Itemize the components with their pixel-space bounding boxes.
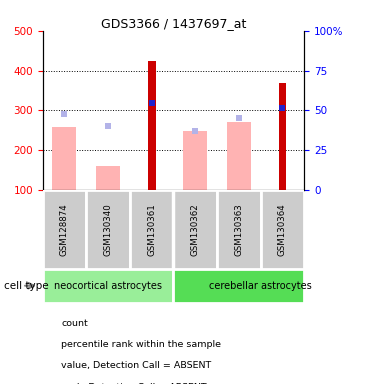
Text: rank, Detection Call = ABSENT: rank, Detection Call = ABSENT: [61, 382, 207, 384]
Bar: [43, 190, 86, 269]
Bar: [148, 61, 155, 190]
Text: cerebellar astrocytes: cerebellar astrocytes: [209, 281, 312, 291]
Bar: [217, 190, 260, 269]
Text: count: count: [61, 319, 88, 328]
Bar: [227, 122, 251, 190]
Text: value, Detection Call = ABSENT: value, Detection Call = ABSENT: [61, 361, 211, 371]
Text: GSM130340: GSM130340: [104, 203, 112, 256]
Text: GSM128874: GSM128874: [60, 203, 69, 256]
Text: GSM130364: GSM130364: [278, 203, 287, 256]
Title: GDS3366 / 1437697_at: GDS3366 / 1437697_at: [101, 17, 246, 30]
Bar: [260, 190, 304, 269]
Bar: [52, 127, 76, 190]
Bar: [279, 83, 286, 190]
Bar: [43, 269, 173, 303]
Text: GSM130362: GSM130362: [191, 203, 200, 256]
Bar: [173, 269, 304, 303]
Text: GSM130363: GSM130363: [234, 203, 243, 256]
Text: percentile rank within the sample: percentile rank within the sample: [61, 340, 221, 349]
Text: neocortical astrocytes: neocortical astrocytes: [54, 281, 162, 291]
Text: cell type: cell type: [4, 281, 48, 291]
Bar: [130, 190, 173, 269]
Bar: [173, 190, 217, 269]
Text: GSM130361: GSM130361: [147, 203, 156, 256]
Bar: [183, 131, 207, 190]
Bar: [86, 190, 130, 269]
Bar: [96, 166, 120, 190]
